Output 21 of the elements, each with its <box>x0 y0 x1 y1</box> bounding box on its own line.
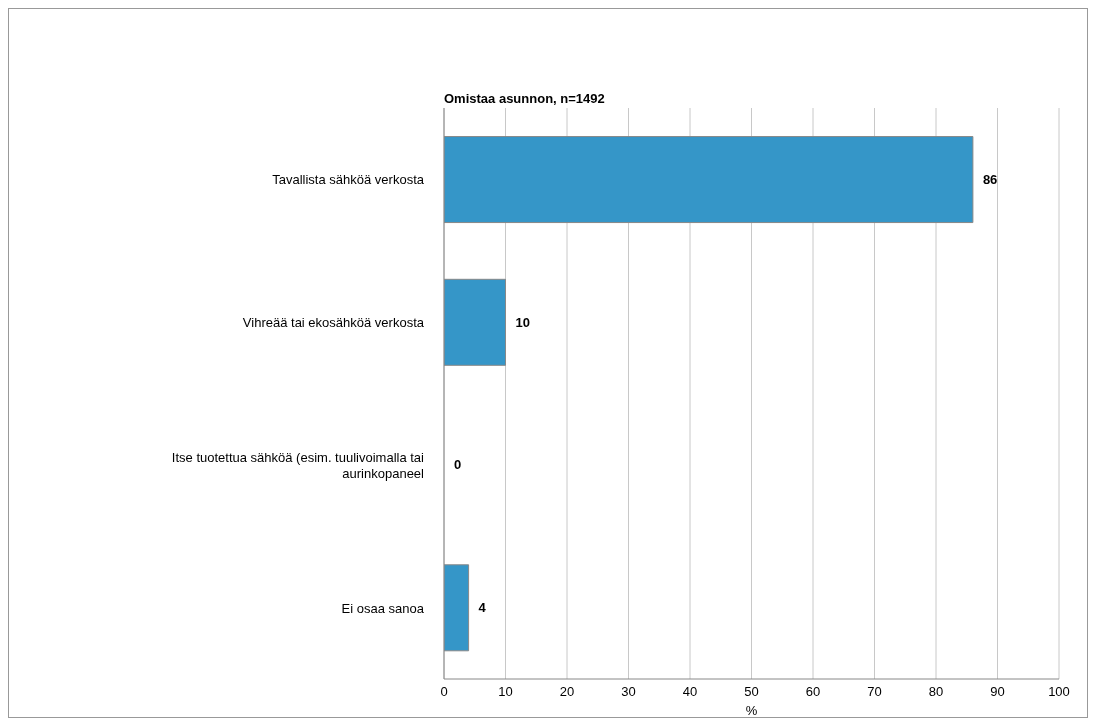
y-tick-label: Ei osaa sanoa <box>341 600 425 616</box>
data-label: 10 <box>515 314 530 330</box>
x-tick-label: 0 <box>440 684 448 700</box>
x-tick-label: 30 <box>621 684 636 700</box>
x-tick-label: 80 <box>928 684 944 700</box>
x-axis-title: % <box>745 703 758 718</box>
x-tick-label: 90 <box>990 684 1005 700</box>
x-tick-label: 50 <box>744 684 759 700</box>
y-tick-label: Vihreää tai ekosähköä verkosta <box>242 314 425 330</box>
x-tick-label: 70 <box>867 684 882 700</box>
chart-title: Omistaa asunnon, n=1492 <box>444 91 605 106</box>
y-tick-label: Tavallista sähköä verkosta <box>272 171 425 187</box>
x-tick-label: 10 <box>498 684 513 700</box>
x-tick-label: 20 <box>559 684 575 700</box>
x-tick-label: 100 <box>1048 684 1070 700</box>
data-label: 4 <box>478 600 487 616</box>
x-tick-label: 40 <box>682 684 698 700</box>
data-label: 86 <box>982 171 998 187</box>
data-label: 0 <box>454 457 462 473</box>
x-tick-label: 60 <box>805 684 821 700</box>
y-tick-label: Itse tuotettua sähköä (esim. tuulivoimalla tai aurinkopaneel <box>171 449 425 481</box>
